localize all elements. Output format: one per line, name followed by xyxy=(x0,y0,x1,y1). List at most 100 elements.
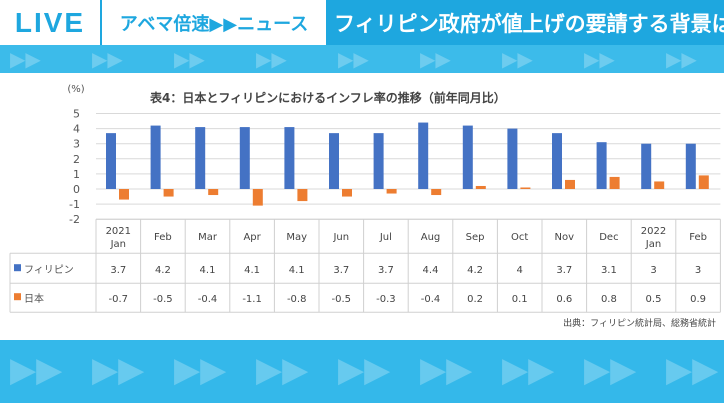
double-arrow-icon: ▶▶ xyxy=(338,47,369,71)
double-arrow-icon: ▶▶ xyxy=(666,350,719,390)
category-label: Feb xyxy=(154,232,172,243)
category-label: Apr xyxy=(243,232,261,243)
bar-japan xyxy=(609,176,620,189)
category-label-year: 2021 xyxy=(106,226,131,237)
double-arrow-icon: ▶▶ xyxy=(256,47,287,71)
y-tick-label: -1 xyxy=(69,198,80,211)
data-cell: -0.8 xyxy=(287,294,307,305)
double-arrow-icon: ▶▶ xyxy=(10,47,41,71)
bottom-band: ▶▶ ▶▶ ▶▶ ▶▶ ▶▶ ▶▶ ▶▶ ▶▶ ▶▶ xyxy=(0,340,724,403)
category-label: Dec xyxy=(599,232,618,243)
bar-japan xyxy=(565,179,575,189)
bar-philippines xyxy=(596,142,607,189)
bar-japan xyxy=(475,185,486,189)
data-cell: -1.1 xyxy=(242,294,262,305)
category-label: Aug xyxy=(421,232,441,243)
data-cell: -0.5 xyxy=(332,294,352,305)
double-arrow-icon: ▶▶ xyxy=(666,47,697,71)
inflation-chart: (%) 表4：日本とフィリピンにおけるインフレ率の推移（前年同月比） 5 4 3 2 1 0 -… xyxy=(9,84,721,313)
chart-title: 表4：日本とフィリピンにおけるインフレ率の推移（前年同月比） xyxy=(149,90,506,105)
double-arrow-icon: ▶▶ xyxy=(174,350,227,390)
data-cell: -0.3 xyxy=(376,294,396,305)
data-cell: 4.2 xyxy=(467,265,483,276)
bar-philippines xyxy=(284,127,295,189)
y-tick-label: 4 xyxy=(73,123,80,136)
data-cell: 0.8 xyxy=(601,294,617,305)
y-tick-label: 3 xyxy=(73,138,80,151)
bar-philippines xyxy=(106,133,116,189)
decorative-band: ▶▶ ▶▶ ▶▶ ▶▶ ▶▶ ▶▶ ▶▶ ▶▶ ▶▶ xyxy=(0,45,724,73)
bar-philippines xyxy=(641,143,652,189)
category-label: Nov xyxy=(555,232,575,243)
data-cell: 0.1 xyxy=(512,294,528,305)
category-label: Jul xyxy=(379,232,392,243)
double-arrow-icon: ▶▶ xyxy=(502,47,533,71)
data-cell: 3.7 xyxy=(110,265,126,276)
chart-source: 出典：フィリピン統計局、総務省統計 xyxy=(563,319,716,329)
double-arrow-icon: ▶▶ xyxy=(584,350,637,390)
y-tick-label: 2 xyxy=(73,153,80,166)
bar-philippines xyxy=(552,133,562,189)
bar-philippines xyxy=(239,127,250,189)
double-arrow-icon: ▶▶ xyxy=(420,350,473,390)
bar-japan xyxy=(654,181,665,189)
category-label: Jan xyxy=(110,239,126,250)
bar-japan xyxy=(252,189,263,206)
bar-japan xyxy=(342,189,352,197)
legend-swatch-japan xyxy=(14,293,21,301)
data-cell: 4 xyxy=(517,265,523,276)
bar-japan xyxy=(520,187,531,189)
data-cell: 3 xyxy=(650,265,656,276)
y-tick-label: 0 xyxy=(73,183,80,196)
program-logo: アベマ倍速▶▶ニュース xyxy=(102,0,326,45)
category-label: Oct xyxy=(511,232,528,243)
double-arrow-icon: ▶▶ xyxy=(420,47,451,71)
bar-philippines xyxy=(195,127,206,189)
data-cell: 0.5 xyxy=(646,294,662,305)
top-bar: LIVE アベマ倍速▶▶ニュース フィリピン政府が値上げの要請する背景は xyxy=(0,0,724,45)
double-arrow-icon: ▶▶ xyxy=(256,350,309,390)
category-label: Sep xyxy=(466,232,485,243)
data-cell: 0.9 xyxy=(690,294,706,305)
bar-philippines xyxy=(462,125,473,189)
bar-japan xyxy=(208,189,219,196)
category-label: Jan xyxy=(645,239,661,250)
y-axis-unit: (%) xyxy=(67,84,84,95)
bar-philippines xyxy=(418,122,429,189)
legend-label: フィリピン xyxy=(24,264,74,276)
data-cell: 3.7 xyxy=(378,265,394,276)
double-arrow-icon: ▶▶ xyxy=(10,350,63,390)
double-arrow-icon: ▶▶ xyxy=(174,47,205,71)
chart-panel: (%) 表4：日本とフィリピンにおけるインフレ率の推移（前年同月比） 5 4 3 2 1 0 -… xyxy=(0,73,724,340)
bar-philippines xyxy=(329,133,339,189)
y-tick-label: 5 xyxy=(73,108,80,121)
bar-japan xyxy=(386,189,397,194)
data-cell: 4.1 xyxy=(289,265,305,276)
bar-philippines xyxy=(150,125,161,189)
headline: フィリピン政府が値上げの要請する背景は xyxy=(334,11,724,36)
data-cell: -0.4 xyxy=(421,294,441,305)
data-cell: 4.2 xyxy=(155,265,171,276)
bar-philippines xyxy=(507,128,518,189)
bar-japan xyxy=(431,189,442,196)
double-arrow-icon: ▶▶ xyxy=(338,350,391,390)
data-cell: 0.2 xyxy=(467,294,483,305)
double-arrow-icon: ▶▶ xyxy=(502,350,555,390)
double-arrow-icon: ▶▶ xyxy=(92,47,123,71)
data-cell: 3.7 xyxy=(556,265,572,276)
y-tick-label: 1 xyxy=(73,168,80,181)
double-arrow-icon: ▶▶ xyxy=(584,47,615,71)
legend-swatch-philippines xyxy=(14,264,21,272)
bar-japan xyxy=(297,189,308,202)
data-cell: 3 xyxy=(695,265,701,276)
data-cell: 4.1 xyxy=(200,265,216,276)
data-cell: 0.6 xyxy=(556,294,572,305)
double-arrow-icon: ▶▶ xyxy=(92,350,145,390)
data-cell: 3.7 xyxy=(333,265,349,276)
legend-label: 日本 xyxy=(24,292,44,305)
bar-japan xyxy=(698,175,709,189)
bar-philippines xyxy=(685,143,696,189)
bar-japan xyxy=(163,189,174,197)
data-cell: -0.4 xyxy=(198,294,218,305)
data-cell: 4.1 xyxy=(244,265,260,276)
